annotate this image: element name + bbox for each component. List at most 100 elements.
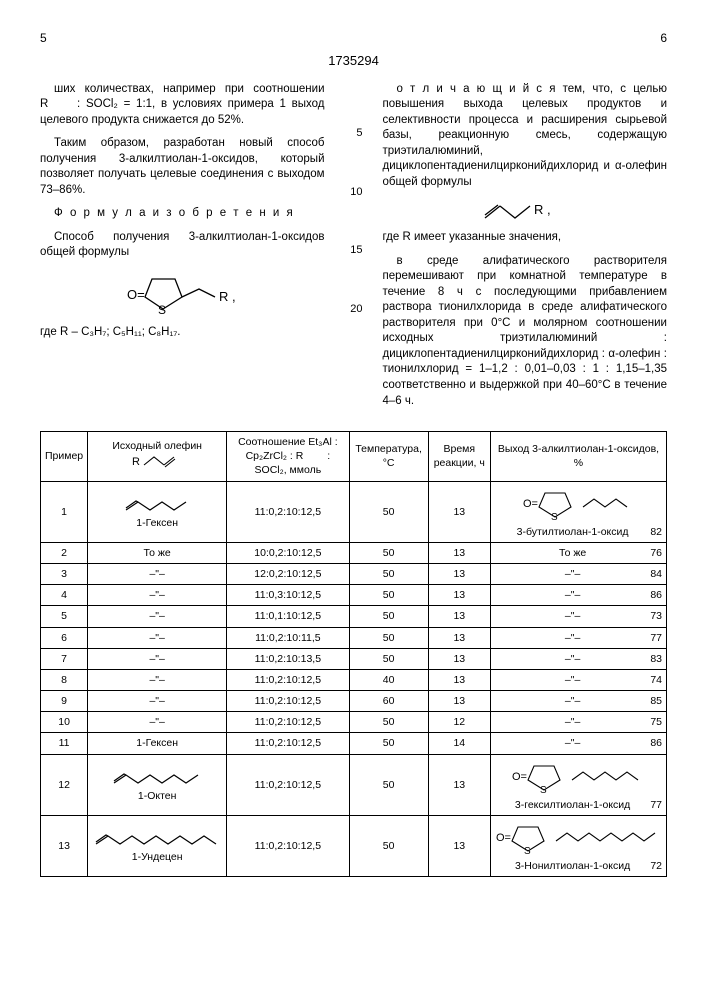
table-row: 2 То же 10:0,2:10:12,5 50 13 То же 76 <box>41 542 667 563</box>
cell-time: 13 <box>428 481 490 542</box>
cell-yield: –"– 77 <box>490 627 666 648</box>
cell-ratio: 11:0,2:10:12,5 <box>227 733 349 754</box>
cell-example: 6 <box>41 627 88 648</box>
table-row: 4 –"– 11:0,3:10:12,5 50 13 –"– 86 <box>41 585 667 606</box>
table-row: 9 –"– 11:0,2:10:12,5 60 13 –"– 85 <box>41 691 667 712</box>
cell-temp: 50 <box>349 606 428 627</box>
cell-temp: 50 <box>349 733 428 754</box>
svg-text:O=: O= <box>127 287 145 302</box>
svg-text:S: S <box>540 785 547 794</box>
cell-example: 13 <box>41 815 88 876</box>
left-where: где R – C₃H₇; C₅H₁₁; C₈H₁₇. <box>40 325 325 341</box>
cell-yield: –"– 84 <box>490 564 666 585</box>
left-column: ших количествах, например при соотношени… <box>40 82 325 417</box>
thiolane-structure: O= S R , <box>40 269 325 319</box>
th-ratio: Соотношение Et₃Al : Cp₂ZrCl₂ : R : SOCl₂… <box>227 432 349 482</box>
olefin-structure: R , <box>383 198 668 224</box>
cell-ratio: 11:0,2:10:12,5 <box>227 712 349 733</box>
cell-ratio: 11:0,2:10:12,5 <box>227 669 349 690</box>
cell-time: 13 <box>428 754 490 815</box>
table-row: 11 1-Гексен 11:0,2:10:12,5 50 14 –"– 86 <box>41 733 667 754</box>
table-row: 10 –"– 11:0,2:10:12,5 50 12 –"– 75 <box>41 712 667 733</box>
cell-yield: O= S 3-гексилтиолан-1-оксид 77 <box>490 754 666 815</box>
cell-time: 12 <box>428 712 490 733</box>
svg-text:O=: O= <box>512 771 527 783</box>
cell-olefin: 1-Гексен <box>88 733 227 754</box>
cell-yield: То же 76 <box>490 542 666 563</box>
page-header: 5 6 <box>40 30 667 46</box>
cell-temp: 50 <box>349 481 428 542</box>
cell-example: 9 <box>41 691 88 712</box>
right-column: о т л и ч а ю щ и й с я тем, что, с цель… <box>383 82 668 417</box>
cell-time: 13 <box>428 691 490 712</box>
cell-example: 4 <box>41 585 88 606</box>
cell-temp: 50 <box>349 542 428 563</box>
th-time: Время реакции, ч <box>428 432 490 482</box>
cell-ratio: 10:0,2:10:12,5 <box>227 542 349 563</box>
cell-olefin: 1-Ундецен <box>88 815 227 876</box>
patent-number: 1735294 <box>40 52 667 70</box>
cell-example: 2 <box>41 542 88 563</box>
table-row: 13 1-Ундецен 11:0,2:10:12,5 50 13 O= S 3… <box>41 815 667 876</box>
cell-yield: O= S 3-Нонилтиолан-1-оксид 72 <box>490 815 666 876</box>
cell-yield: –"– 86 <box>490 733 666 754</box>
table-row: 6 –"– 11:0,2:10:11,5 50 13 –"– 77 <box>41 627 667 648</box>
table-row: 8 –"– 11:0,2:10:12,5 40 13 –"– 74 <box>41 669 667 690</box>
cell-ratio: 12:0,2:10:12,5 <box>227 564 349 585</box>
cell-yield: –"– 74 <box>490 669 666 690</box>
cell-olefin: 1-Октен <box>88 754 227 815</box>
cell-olefin: –"– <box>88 585 227 606</box>
cell-ratio: 11:0,1:10:12,5 <box>227 606 349 627</box>
line-num-20: 20 <box>345 302 363 317</box>
cell-example: 12 <box>41 754 88 815</box>
cell-example: 11 <box>41 733 88 754</box>
cell-olefin: –"– <box>88 648 227 669</box>
page-number-left: 5 <box>40 30 47 46</box>
left-para-1: ших количествах, например при соотношени… <box>40 82 325 129</box>
svg-text:S: S <box>551 512 558 521</box>
cell-time: 13 <box>428 606 490 627</box>
table-row: 7 –"– 11:0,2:10:13,5 50 13 –"– 83 <box>41 648 667 669</box>
cell-ratio: 11:0,2:10:12,5 <box>227 754 349 815</box>
cell-ratio: 11:0,2:10:11,5 <box>227 627 349 648</box>
cell-example: 10 <box>41 712 88 733</box>
svg-text:R: R <box>132 456 140 468</box>
th-ratio-label: Соотношение Et₃Al : Cp₂ZrCl₂ : R : SOCl₂… <box>238 436 338 476</box>
cell-olefin: –"– <box>88 669 227 690</box>
results-table: Пример Исходный олефин R Соотношение Et₃… <box>40 431 667 877</box>
cell-ratio: 11:0,2:10:12,5 <box>227 481 349 542</box>
th-olefin-label: Исходный олефин <box>112 440 202 452</box>
cell-temp: 50 <box>349 585 428 606</box>
cell-temp: 50 <box>349 815 428 876</box>
cell-temp: 60 <box>349 691 428 712</box>
line-num-10: 10 <box>345 185 363 200</box>
svg-text:S: S <box>524 846 531 855</box>
cell-time: 14 <box>428 733 490 754</box>
cell-temp: 50 <box>349 627 428 648</box>
cell-temp: 50 <box>349 564 428 585</box>
cell-time: 13 <box>428 564 490 585</box>
table-row: 12 1-Октен 11:0,2:10:12,5 50 13 O= S 3-г… <box>41 754 667 815</box>
left-para-3: Способ получения 3-алкилтиолан-1-оксидов… <box>40 230 325 261</box>
svg-text:O=: O= <box>523 498 538 510</box>
cell-olefin: –"– <box>88 564 227 585</box>
cell-yield: –"– 73 <box>490 606 666 627</box>
cell-ratio: 11:0,2:10:12,5 <box>227 691 349 712</box>
line-num-15: 15 <box>345 243 363 258</box>
svg-text:O=: O= <box>496 832 511 844</box>
cell-example: 1 <box>41 481 88 542</box>
cell-yield: –"– 83 <box>490 648 666 669</box>
cell-example: 5 <box>41 606 88 627</box>
cell-ratio: 11:0,3:10:12,5 <box>227 585 349 606</box>
cell-time: 13 <box>428 815 490 876</box>
cell-example: 3 <box>41 564 88 585</box>
page-number-right: 6 <box>660 30 667 46</box>
th-olefin: Исходный олефин R <box>88 432 227 482</box>
cell-time: 13 <box>428 648 490 669</box>
table-row: 1 1-Гексен 11:0,2:10:12,5 50 13 O= S 3-б… <box>41 481 667 542</box>
left-para-2: Таким образом, разработан новый способ п… <box>40 136 325 198</box>
cell-example: 8 <box>41 669 88 690</box>
cell-time: 13 <box>428 669 490 690</box>
cell-yield: –"– 75 <box>490 712 666 733</box>
cell-example: 7 <box>41 648 88 669</box>
